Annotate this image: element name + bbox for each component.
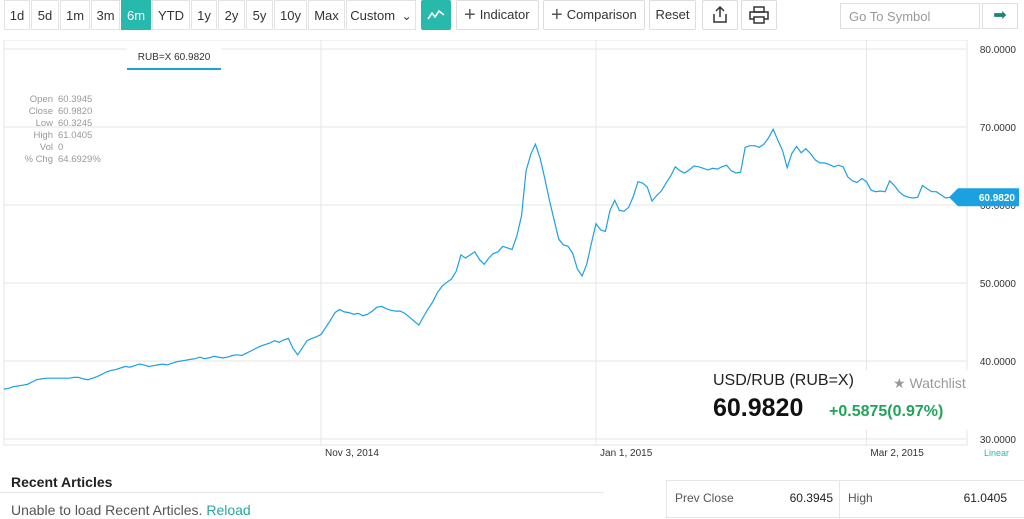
- ohlc-label: Close: [28, 106, 53, 117]
- ohlc-label: % Chg: [24, 154, 53, 165]
- ohlc-value: 0: [58, 142, 64, 153]
- x-tick-label: Jan 1, 2015: [600, 448, 653, 459]
- price-series-line: [3, 127, 955, 390]
- x-tick-label: Nov 3, 2014: [325, 448, 379, 459]
- reset-button[interactable]: Reset: [649, 0, 696, 30]
- recent-articles-title: Recent Articles: [11, 474, 113, 490]
- plot-frame: [3, 40, 968, 446]
- x-tick-label: Mar 2, 2015: [870, 448, 924, 459]
- comparison-button[interactable]: + Comparison: [543, 0, 645, 30]
- y-tick-label: 50.0000: [980, 279, 1017, 290]
- range-5y-button[interactable]: 5y: [246, 0, 273, 30]
- watchlist-button[interactable]: ★ Watchlist: [893, 375, 966, 392]
- change-value: +0.5875: [829, 403, 888, 420]
- quote-symbol: USD/RUB (RUB=X): [713, 372, 854, 389]
- share-icon: [713, 5, 727, 23]
- ohlc-row: High 61.0405: [22, 130, 101, 142]
- ohlc-label: Low: [35, 118, 53, 129]
- current-price-label: 60.9820: [979, 193, 1016, 204]
- prev-close-value: 60.3945: [789, 491, 833, 505]
- ohlc-row: Vol 0: [22, 142, 101, 154]
- watchlist-label: Watchlist: [909, 375, 966, 391]
- go-button[interactable]: ➡: [982, 3, 1018, 29]
- ohlc-value: 60.3945: [58, 94, 93, 105]
- ohlc-row: % Chg 64.6929%: [22, 154, 101, 166]
- line-chart-icon: [427, 9, 445, 20]
- plus-icon: +: [551, 4, 563, 26]
- quote-change: +0.5875(0.97%): [829, 403, 943, 421]
- arrow-right-icon: ➡: [993, 7, 1007, 24]
- ohlc-row: Open 60.3945: [22, 94, 101, 106]
- stats-table: Prev Close 60.3945 High 61.0405: [666, 480, 1024, 519]
- range-1m-button[interactable]: 1m: [60, 0, 90, 30]
- line-chart-type-button[interactable]: [421, 0, 451, 30]
- range-max-button[interactable]: Max: [308, 0, 345, 30]
- share-button[interactable]: [702, 0, 738, 30]
- range-10y-button[interactable]: 10y: [274, 0, 307, 30]
- range-1d-button[interactable]: 1d: [4, 0, 30, 30]
- prev-close-label: Prev Close: [675, 491, 734, 505]
- scale-toggle[interactable]: Linear: [984, 448, 1010, 458]
- divider: [0, 492, 604, 493]
- ohlc-label: High: [33, 130, 53, 141]
- range-6m-button[interactable]: 6m: [121, 0, 151, 30]
- ohlc-value: 60.9820: [58, 106, 93, 117]
- series-legend-tag[interactable]: RUB=X 60.9820: [127, 48, 221, 70]
- quote-price: 60.9820: [713, 394, 804, 422]
- range-2y-button[interactable]: 2y: [218, 0, 245, 30]
- quote-summary: USD/RUB (RUB=X) ★ Watchlist 60.9820 +0.5…: [705, 370, 980, 430]
- ohlc-label: Vol: [39, 142, 53, 153]
- indicator-button[interactable]: + Indicator: [456, 0, 539, 30]
- change-percent: (0.97%): [887, 403, 944, 420]
- y-tick-label: 60.0000: [980, 201, 1017, 212]
- range-1y-button[interactable]: 1y: [191, 0, 217, 30]
- current-price-tag: [949, 188, 1019, 207]
- reload-link[interactable]: Reload: [206, 502, 251, 518]
- ohlc-value: 61.0405: [58, 130, 93, 141]
- go-to-symbol-input[interactable]: [840, 3, 980, 29]
- y-tick-label: 70.0000: [980, 123, 1017, 134]
- recent-articles-message: Unable to load Recent Articles. Reload: [11, 502, 251, 518]
- range-3m-button[interactable]: 3m: [91, 0, 120, 30]
- high-value: 61.0405: [963, 491, 1007, 505]
- custom-label: Custom: [350, 8, 396, 23]
- price-chart[interactable]: 80.0000 70.0000 60.0000 50.0000 40.0000 30.00…: [0, 40, 1024, 460]
- range-ytd-button[interactable]: YTD: [152, 0, 190, 30]
- error-text: Unable to load Recent Articles.: [11, 502, 203, 518]
- divider: [839, 481, 840, 519]
- ohlc-panel: Open 60.3945 Close 60.9820 Low 60.3245 High…: [22, 94, 101, 166]
- ohlc-value: 64.6929%: [58, 154, 101, 165]
- star-icon: ★: [893, 375, 906, 391]
- ohlc-value: 60.3245: [58, 118, 93, 129]
- range-5d-button[interactable]: 5d: [31, 0, 59, 30]
- print-button[interactable]: [741, 0, 777, 30]
- ohlc-row: Close 60.9820: [22, 106, 101, 118]
- comparison-label: Comparison: [566, 7, 637, 22]
- ohlc-label: Open: [29, 94, 53, 105]
- plus-icon: +: [464, 4, 476, 26]
- indicator-label: Indicator: [479, 7, 530, 22]
- print-icon: [749, 6, 769, 24]
- y-tick-label: 30.0000: [980, 435, 1017, 446]
- chart-canvas: 80.0000 70.0000 60.0000 50.0000 40.0000 30.00…: [3, 40, 1019, 459]
- high-label: High: [848, 491, 873, 505]
- ohlc-row: Low 60.3245: [22, 118, 101, 130]
- y-tick-label: 40.0000: [980, 357, 1017, 368]
- chart-toolbar: 1d 5d 1m 3m 6m YTD 1y 2y 5y 10y Max Cust…: [0, 0, 1024, 32]
- range-custom-dropdown[interactable]: Custom ⌄: [346, 0, 416, 30]
- chevron-down-icon: ⌄: [401, 9, 412, 23]
- y-tick-label: 80.0000: [980, 45, 1017, 56]
